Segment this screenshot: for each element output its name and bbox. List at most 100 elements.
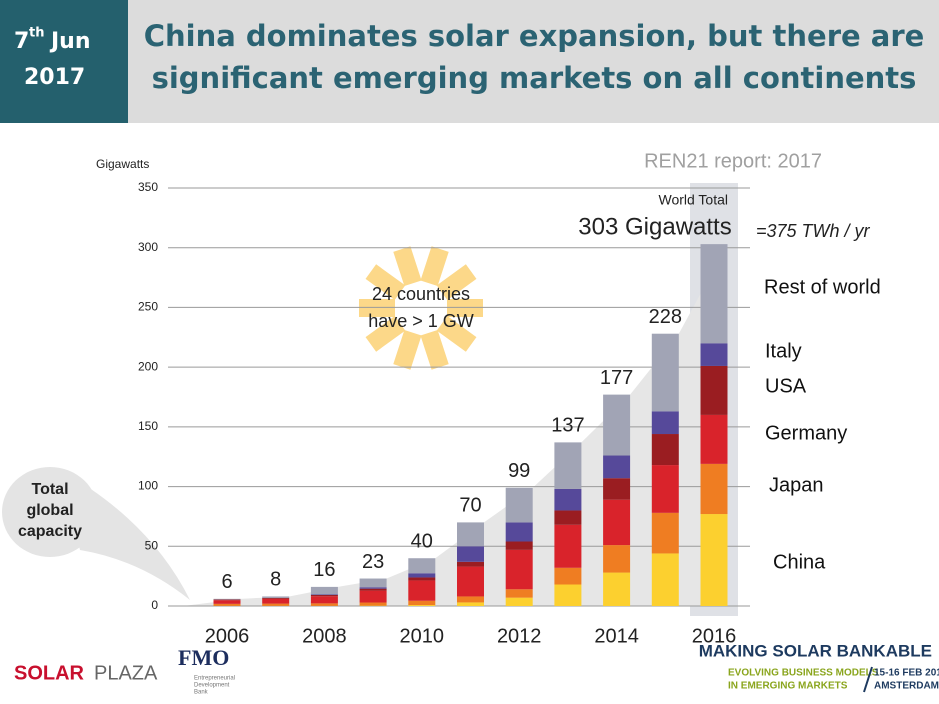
x-tick-label: 2006 [205,625,250,647]
bar-segment [603,545,631,573]
sun-ray [393,329,422,370]
bar-segment [262,597,290,599]
bar-segment [310,603,338,606]
bar-segment [651,411,679,435]
y-tick-label: 150 [138,419,158,433]
sun-ray [436,316,477,352]
logo-fmo-sub: Development [194,683,230,689]
bar-segment [603,572,631,606]
bar-segment [457,596,484,603]
legend-label: Italy [765,340,802,362]
bar-segment [505,597,533,606]
bar-segment [359,578,387,588]
bar-segment [554,442,582,489]
bar-segment [408,600,436,606]
bar-segment [505,487,533,523]
bar-segment [213,599,241,601]
logo-plaza: PLAZA [94,662,158,684]
sun-ray [365,264,406,300]
logo-fmo-sub: Bank [194,690,209,696]
bar-segment [603,499,631,546]
bar-segment [408,580,436,601]
capacity-area [183,244,728,607]
source: REN21 report: 2017 [644,150,822,172]
x-tick-label: 2016 [692,625,737,647]
bar-segment [310,594,338,596]
x-tick-label: 2012 [497,625,542,647]
x-tick-label: 2010 [400,625,445,647]
total-label: 40 [411,531,433,553]
sun-ray [447,299,483,317]
bar-segment [554,488,582,511]
bar-segment [700,343,728,366]
y-tick-label: 350 [138,180,158,194]
plot: 0 50 100 150 200 250 300 350 2006 6 8 2008 16 23 2010 4… [138,180,881,647]
bar-segment [310,595,338,597]
y-axis-label: Gigawatts [96,157,149,171]
total-label: 177 [600,367,633,389]
date-year: 2017 [24,65,85,90]
x-tick-label: 2014 [594,625,639,647]
bar-segment [651,333,679,412]
bubble-text: capacity [18,523,82,540]
y-tick-label: 250 [138,300,158,314]
total-label: 23 [362,551,384,573]
sun-ray [420,246,449,287]
event-sub: EVOLVING BUSINESS MODELS [728,668,879,679]
total-label: 303 Gigawatts [578,213,731,240]
sun-ray [393,246,422,287]
legend-label: USA [765,375,807,397]
y-tick-label: 0 [151,598,158,612]
bar-segment [408,577,436,581]
legend-label: Germany [765,422,847,444]
bar-segment [262,598,290,604]
date-box [0,0,128,123]
bar-segment [457,561,484,567]
y-tick-label: 200 [138,359,158,373]
bar-segment [213,600,241,604]
bar-segment [651,434,679,466]
event-divider [863,666,873,693]
bar-segment [651,553,679,606]
sun-icon [359,246,483,370]
x-tick-label: 2008 [302,625,347,647]
bar-segment [408,573,436,578]
header-bg [0,0,939,123]
countries-note: have > 1 GW [368,311,474,331]
bubble-text: global [26,502,73,519]
bar-segment [457,566,484,597]
sun-ray [436,264,477,300]
sun-ray [365,316,406,352]
bar-segment [262,596,290,598]
total-label: 137 [551,415,584,437]
date-month: Jun [49,29,91,54]
y-tick-label: 300 [138,240,158,254]
logo-fmo-sub: Entrepreneurial [194,676,235,682]
bubble-text: Total [31,481,68,498]
bar-segment [505,522,533,542]
legend-label: Rest of world [764,276,881,298]
bar-segment [359,590,387,603]
y-tick-label: 100 [138,479,158,493]
total-label: 70 [459,495,481,517]
bar-segment [554,524,582,568]
legend-label: China [773,551,826,573]
logo-solar: SOLAR [14,662,85,684]
total-label: 99 [508,460,530,482]
event-sub: IN EMERGING MARKETS [728,681,848,692]
legend-label: Japan [769,474,824,496]
bar-segment [359,588,387,591]
world-total: World Total [658,192,728,208]
event-title: MAKING SOLAR BANKABLE [699,641,932,660]
title-line: China dominates solar expansion, but the… [144,19,925,53]
bar-segment [603,478,631,500]
total-label: 16 [313,559,335,581]
bubble [2,467,98,557]
bar-segment [554,584,582,606]
bar-segment [310,596,338,604]
total-label: 228 [649,306,682,328]
event-place: AMSTERDAM, NL [874,681,939,692]
bar-segment [700,514,728,606]
bar-segment [700,365,728,415]
